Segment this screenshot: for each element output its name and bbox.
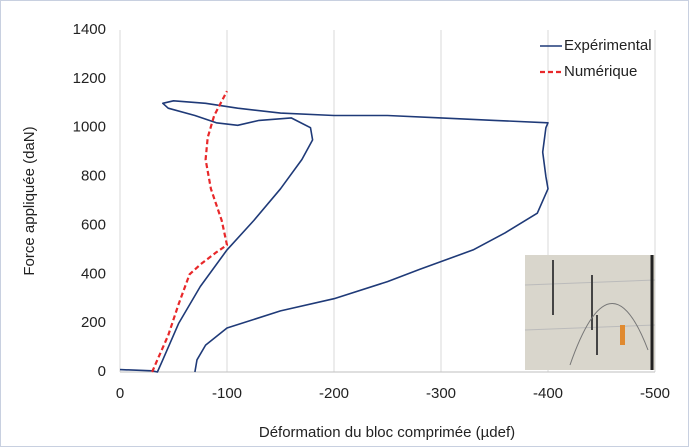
legend-label: Numérique	[564, 63, 637, 80]
y-tick-label: 1000	[73, 119, 106, 136]
x-tick-label: -500	[640, 385, 670, 402]
series-line	[151, 90, 229, 373]
y-tick-label: 200	[81, 314, 106, 331]
series-line	[119, 100, 549, 373]
y-tick-label: 1400	[73, 21, 106, 38]
legend-label: Expérimental	[564, 37, 652, 54]
y-tick-label: 0	[98, 363, 106, 380]
y-axis-title: Force appliquée (daN)	[21, 126, 38, 275]
y-tick-label: 1200	[73, 70, 106, 87]
x-tick-label: -300	[426, 385, 456, 402]
x-tick-label: -100	[212, 385, 242, 402]
x-tick-label: -200	[319, 385, 349, 402]
y-tick-label: 400	[81, 265, 106, 282]
inset-photo	[524, 255, 656, 370]
x-tick-label: 0	[116, 385, 124, 402]
y-tick-label: 600	[81, 216, 106, 233]
x-axis-title: Déformation du bloc comprimée (µdef)	[259, 424, 515, 441]
x-tick-label: -400	[533, 385, 563, 402]
y-tick-label: 800	[81, 168, 106, 185]
